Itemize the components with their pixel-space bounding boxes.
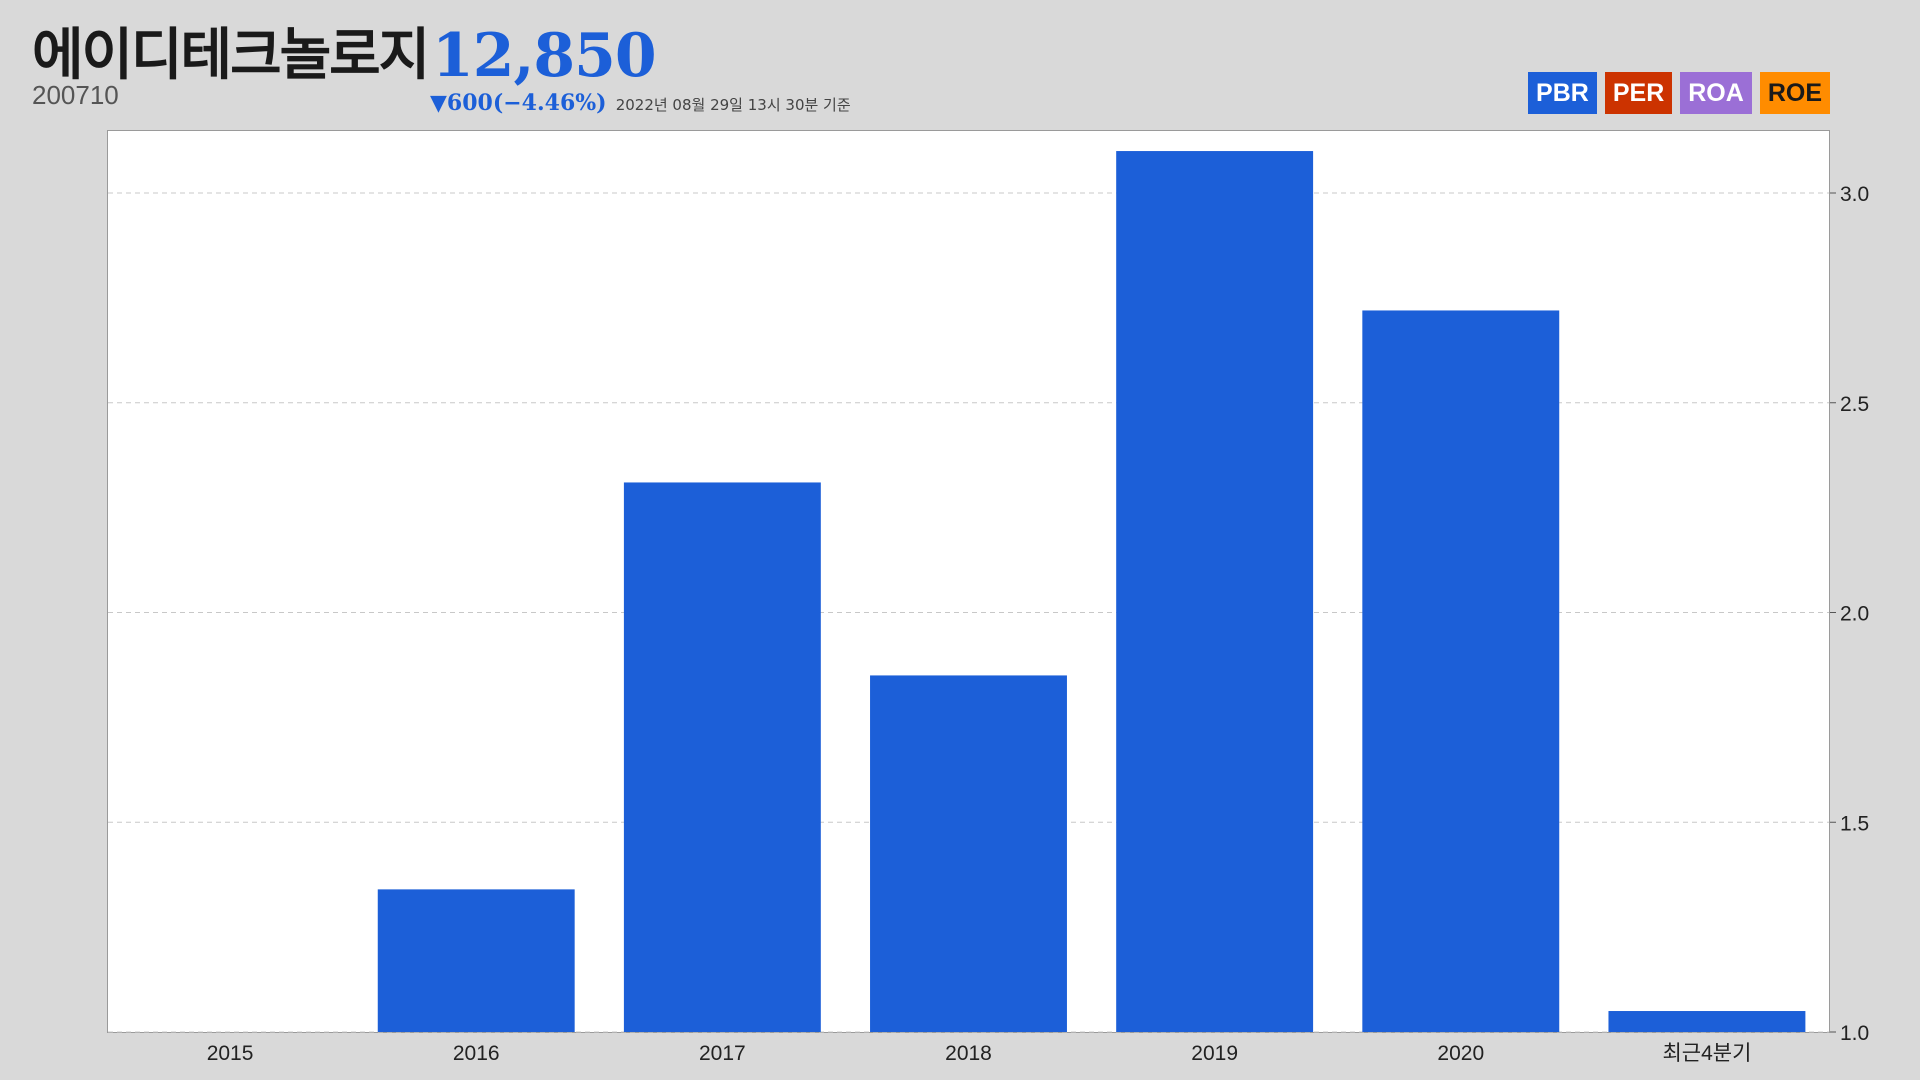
x-tick-label: 2016 bbox=[453, 1042, 500, 1065]
y-tick-label: 1.0 bbox=[1840, 1022, 1869, 1045]
x-tick-label: 2017 bbox=[699, 1042, 746, 1065]
metric-tabs: PBR PER ROA ROE bbox=[1528, 72, 1830, 114]
y-tick-label: 2.0 bbox=[1840, 603, 1869, 626]
price-change-row: ▼600(−4.46%) 2022년 08월 29일 13시 30분 기준 bbox=[430, 90, 851, 116]
x-tick-label: 2018 bbox=[945, 1042, 992, 1065]
bar bbox=[377, 889, 575, 1032]
y-tick-label: 3.0 bbox=[1840, 183, 1869, 206]
bar bbox=[1116, 151, 1314, 1033]
tab-pbr[interactable]: PBR bbox=[1528, 72, 1597, 114]
timestamp: 2022년 08월 29일 13시 30분 기준 bbox=[615, 96, 851, 114]
x-tick-label: 2020 bbox=[1437, 1042, 1484, 1065]
stock-code: 200710 bbox=[32, 80, 119, 110]
bar bbox=[1362, 310, 1560, 1033]
price-change: ▼600(−4.46%) bbox=[430, 90, 607, 116]
tab-per[interactable]: PER bbox=[1604, 72, 1673, 114]
company-name: 에이디테크놀로지 bbox=[32, 23, 430, 88]
bar bbox=[870, 675, 1067, 1032]
y-tick-label: 1.5 bbox=[1840, 812, 1869, 835]
x-tick-label: 2019 bbox=[1191, 1042, 1238, 1065]
x-tick-label: 2015 bbox=[207, 1042, 254, 1065]
bar bbox=[623, 482, 821, 1033]
tab-roa[interactable]: ROA bbox=[1680, 72, 1752, 114]
current-price: 12,850 bbox=[432, 21, 657, 91]
bar bbox=[1608, 1011, 1806, 1032]
tab-roe[interactable]: ROE bbox=[1759, 72, 1830, 114]
x-tick-label: 최근4분기 bbox=[1662, 1042, 1751, 1065]
y-tick-label: 2.5 bbox=[1840, 393, 1869, 416]
